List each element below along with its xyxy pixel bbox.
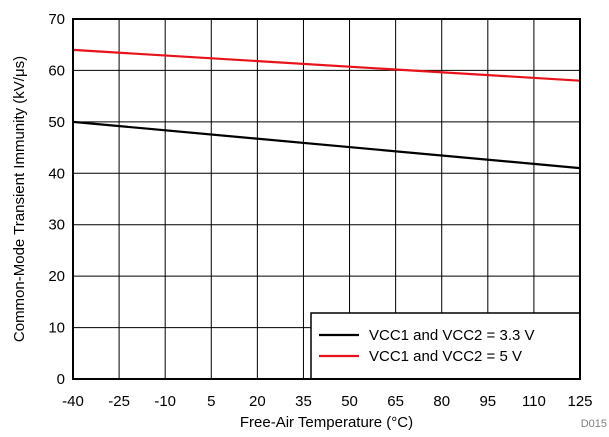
y-tick-label: 50 (48, 114, 65, 131)
legend-box (310, 312, 581, 380)
y-tick-labels: 0 10 20 30 40 50 60 70 (48, 11, 65, 388)
y-tick-label: 10 (48, 320, 65, 337)
series-line-0 (72, 120, 581, 170)
y-axis-title: Common-Mode Transient Immunity (kV/μs) (11, 56, 28, 342)
x-tick-label: 125 (567, 393, 592, 410)
figure-id: D015 (581, 418, 607, 430)
legend: VCC1 and VCC2 = 3.3 V VCC1 and VCC2 = 5 V (310, 312, 581, 380)
y-tick-label: 70 (48, 11, 65, 28)
series-line-1 (72, 48, 581, 82)
x-tick-label: 95 (479, 393, 496, 410)
series-lines (72, 48, 581, 170)
y-tick-label: 20 (48, 268, 65, 285)
y-tick-label: 60 (48, 62, 65, 79)
x-tick-label: 110 (522, 393, 546, 410)
x-tick-label: 20 (249, 393, 266, 410)
y-tick-label: 40 (48, 165, 65, 182)
legend-label: VCC1 and VCC2 = 3.3 V (369, 327, 535, 344)
plot-frame (72, 18, 581, 380)
y-tick-label: 30 (48, 217, 65, 234)
x-tick-label: 35 (295, 393, 312, 410)
x-tick-labels: -40 -25 -10 5 20 35 50 65 80 95 110 125 (62, 393, 592, 410)
x-tick-label: 50 (341, 393, 358, 410)
x-tick-label: 5 (207, 393, 215, 410)
x-axis-title: Free-Air Temperature (°C) (240, 414, 413, 431)
x-tick-label: -25 (108, 393, 130, 410)
x-tick-label: 65 (387, 393, 404, 410)
x-tick-label: -40 (62, 393, 84, 410)
x-tick-label: -10 (154, 393, 176, 410)
y-tick-label: 0 (57, 371, 65, 388)
legend-label: VCC1 and VCC2 = 5 V (369, 348, 522, 365)
x-tick-label: 80 (433, 393, 450, 410)
